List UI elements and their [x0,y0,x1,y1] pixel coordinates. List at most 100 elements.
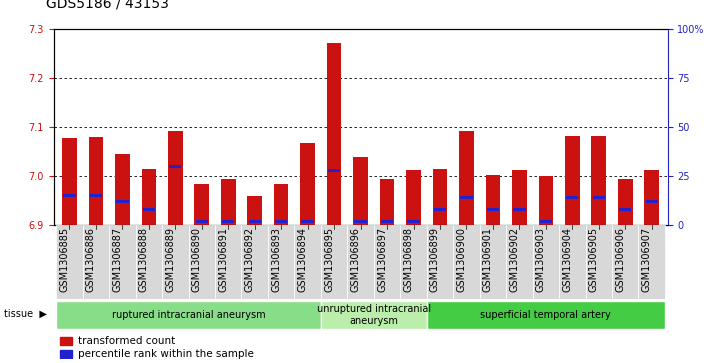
Bar [487,208,499,211]
Bar [638,225,665,299]
Bar [347,225,374,299]
Text: GDS5186 / 43153: GDS5186 / 43153 [46,0,169,11]
Text: GSM1306886: GSM1306886 [86,227,96,292]
Bar [275,220,287,223]
Bar [381,220,393,223]
Text: transformed count: transformed count [78,336,176,346]
Text: unruptured intracranial
aneurysm: unruptured intracranial aneurysm [317,304,431,326]
Bar [274,184,288,225]
Text: GSM1306904: GSM1306904 [563,227,573,292]
Bar [116,200,129,203]
Bar [401,225,427,299]
Bar [619,208,631,211]
Bar [585,225,612,299]
Bar [196,220,208,223]
Bar [241,225,268,299]
Bar [513,208,526,211]
Bar [60,350,72,358]
Text: GSM1306894: GSM1306894 [298,227,308,292]
Bar [64,194,76,197]
Bar [141,169,156,225]
Text: GSM1306887: GSM1306887 [112,227,122,293]
Text: GSM1306890: GSM1306890 [192,227,202,292]
Bar [354,220,367,223]
Bar [374,225,401,299]
Bar [169,165,181,168]
Bar [327,43,341,225]
Text: GSM1306895: GSM1306895 [324,227,334,293]
Bar [559,225,585,299]
Text: GSM1306888: GSM1306888 [139,227,149,292]
Bar [427,225,453,299]
Bar [301,220,314,223]
Bar [486,175,501,225]
Bar [89,137,104,225]
Bar [618,179,633,225]
Text: ruptured intracranial aneurysm: ruptured intracranial aneurysm [111,310,266,320]
Bar [434,208,446,211]
Text: GSM1306899: GSM1306899 [430,227,440,292]
Bar [591,136,606,225]
Bar [221,179,236,225]
Bar [215,225,241,299]
Bar [645,200,658,203]
Text: GSM1306893: GSM1306893 [271,227,281,292]
Bar [56,301,321,329]
Bar [538,176,553,225]
Bar [188,225,215,299]
Bar [645,170,659,225]
Bar [321,225,347,299]
Text: GSM1306902: GSM1306902 [509,227,519,293]
Text: GSM1306903: GSM1306903 [536,227,545,292]
Text: GSM1306889: GSM1306889 [166,227,176,292]
Text: GSM1306896: GSM1306896 [351,227,361,292]
Bar [60,337,72,346]
Text: GSM1306906: GSM1306906 [615,227,625,292]
Bar [248,196,262,225]
Bar [593,196,605,199]
Text: percentile rank within the sample: percentile rank within the sample [78,349,254,359]
Bar [459,131,473,225]
Text: tissue  ▶: tissue ▶ [4,308,46,318]
Text: superficial temporal artery: superficial temporal artery [481,310,611,320]
Text: GSM1306891: GSM1306891 [218,227,228,292]
Bar [222,220,234,223]
Bar [480,225,506,299]
Bar [533,225,559,299]
Bar [565,136,580,225]
Bar [83,225,109,299]
Bar [56,225,83,299]
Bar [301,143,315,225]
Bar [380,179,394,225]
Bar [506,225,533,299]
Text: GSM1306885: GSM1306885 [59,227,69,293]
Bar [294,225,321,299]
Bar [353,158,368,225]
Bar [512,170,527,225]
Text: GSM1306892: GSM1306892 [245,227,255,293]
Bar [162,225,188,299]
Text: GSM1306905: GSM1306905 [589,227,599,293]
Bar [540,220,552,223]
Text: GSM1306898: GSM1306898 [403,227,413,292]
Text: GSM1306907: GSM1306907 [642,227,652,293]
Bar [407,220,420,223]
Bar [136,225,162,299]
Bar [427,301,665,329]
Bar [168,131,183,225]
Bar [248,220,261,223]
Bar [194,184,209,225]
Bar [321,301,427,329]
Text: GSM1306900: GSM1306900 [456,227,466,292]
Bar [612,225,638,299]
Bar [268,225,294,299]
Bar [406,170,421,225]
Bar [115,154,130,225]
Text: GSM1306901: GSM1306901 [483,227,493,292]
Bar [90,194,102,197]
Bar [328,169,341,172]
Bar [109,225,136,299]
Text: GSM1306897: GSM1306897 [377,227,387,293]
Bar [433,169,447,225]
Bar [566,196,578,199]
